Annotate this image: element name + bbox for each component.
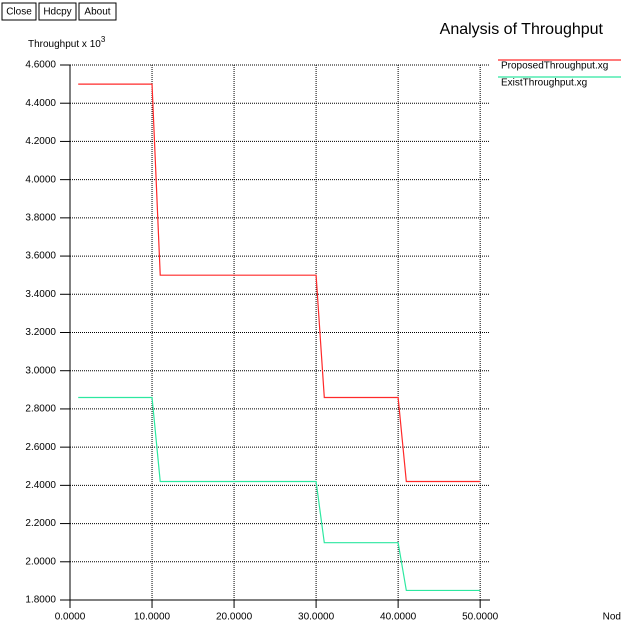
- x-axis-label: Nod: [603, 612, 621, 623]
- y-tick-label: 3.8000: [25, 212, 56, 223]
- x-tick-label: 20.0000: [216, 612, 253, 623]
- y-tick-label: 2.6000: [25, 442, 56, 453]
- legend-label: ProposedThroughput.xg: [501, 61, 608, 72]
- x-tick-label: 50.0000: [462, 612, 499, 623]
- about-button[interactable]: About: [78, 2, 117, 21]
- x-tick-label: 40.0000: [380, 612, 417, 623]
- y-tick-label: 3.4000: [25, 289, 56, 300]
- x-tick-label: 10.0000: [134, 612, 171, 623]
- y-tick-label: 2.4000: [25, 480, 56, 491]
- button-frame[interactable]: [78, 2, 117, 21]
- button-label[interactable]: Hdcpy: [43, 7, 71, 18]
- data-line: [78, 396, 481, 592]
- button-label[interactable]: Close: [6, 7, 32, 18]
- y-tick-label: 4.4000: [25, 98, 56, 109]
- button-frame[interactable]: [1, 2, 37, 21]
- close-button[interactable]: Close: [1, 2, 37, 21]
- y-tick-label: 4.2000: [25, 136, 56, 147]
- button-label[interactable]: About: [84, 7, 110, 18]
- y-tick-label: 2.8000: [25, 404, 56, 415]
- y-axis-label-text: Throughput x 10: [28, 39, 101, 50]
- x-tick-label: 30.0000: [298, 612, 335, 623]
- legend-label: ExistThroughput.xg: [501, 78, 587, 89]
- y-tick-label: 1.8000: [25, 595, 56, 606]
- chart-title: Analysis of Throughput: [440, 21, 604, 38]
- y-tick-label: 4.6000: [25, 60, 56, 71]
- y-axis-label: Throughput x 103: [28, 35, 106, 50]
- hdcpy-button[interactable]: Hdcpy: [38, 2, 77, 21]
- y-tick-label: 3.2000: [25, 327, 56, 338]
- y-tick-label: 3.0000: [25, 365, 56, 376]
- x-tick-label: 0.0000: [55, 612, 86, 623]
- y-tick-label: 4.0000: [25, 174, 56, 185]
- y-tick-label: 2.0000: [25, 556, 56, 567]
- y-tick-label: 2.2000: [25, 518, 56, 529]
- y-axis-label-exponent: 3: [101, 35, 106, 44]
- y-tick-label: 3.6000: [25, 251, 56, 262]
- button-frame[interactable]: [38, 2, 77, 21]
- data-line: [78, 83, 481, 483]
